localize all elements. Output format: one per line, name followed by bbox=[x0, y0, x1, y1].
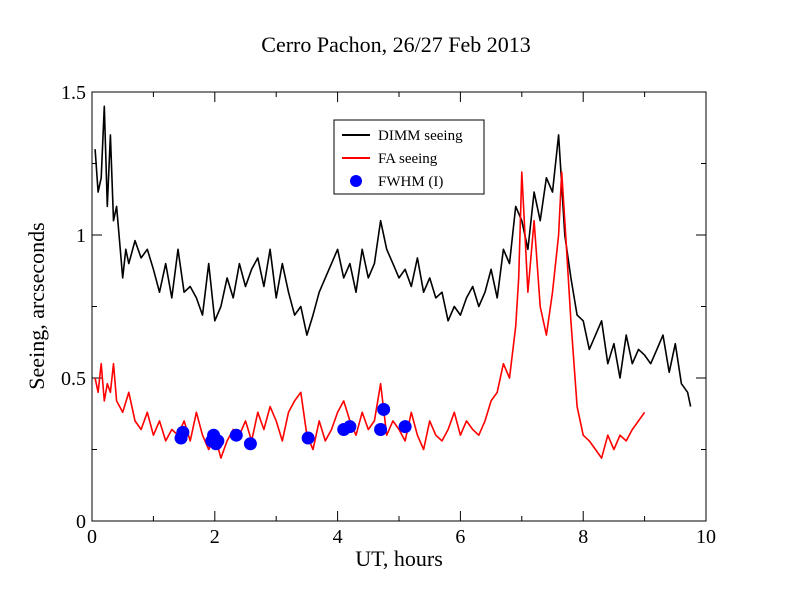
y-tick-label: 0.5 bbox=[61, 368, 86, 390]
data-point-fwhm-i bbox=[205, 434, 219, 448]
x-axis-label: UT, hours bbox=[355, 546, 443, 571]
series-line-fa-seeing bbox=[94, 171, 646, 459]
data-point-fwhm-i bbox=[176, 425, 190, 439]
legend-label-dimm: DIMM seeing bbox=[378, 128, 463, 144]
y-axis-label: Seeing, arcseconds bbox=[24, 222, 49, 389]
x-tick-label: 0 bbox=[87, 526, 97, 548]
data-point-fwhm-i bbox=[343, 420, 357, 434]
data-point-fwhm-i bbox=[398, 420, 412, 434]
y-tick-label: 1 bbox=[76, 225, 86, 247]
legend-swatch-fwhm bbox=[350, 175, 362, 187]
data-point-fwhm-i bbox=[301, 431, 315, 445]
data-point-fwhm-i bbox=[377, 402, 391, 416]
y-tick-label: 0 bbox=[76, 511, 86, 533]
x-tick-label: 4 bbox=[333, 526, 343, 548]
data-point-fwhm-i bbox=[229, 428, 243, 442]
chart-title: Cerro Pachon, 26/27 Feb 2013 bbox=[261, 32, 530, 57]
x-axis: 0 2 4 6 8 10 bbox=[87, 92, 716, 548]
x-tick-label: 2 bbox=[210, 526, 220, 548]
x-tick-label: 10 bbox=[696, 526, 716, 548]
data-point-fwhm-i bbox=[374, 422, 388, 436]
y-tick-label: 1.5 bbox=[61, 82, 86, 104]
x-tick-label: 8 bbox=[578, 526, 588, 548]
legend-label-fwhm: FWHM (I) bbox=[378, 174, 443, 190]
y-axis: 0 0.5 1 1.5 bbox=[61, 82, 706, 533]
series-layer bbox=[94, 105, 692, 459]
legend-label-fa: FA seeing bbox=[378, 151, 438, 167]
x-tick-label: 6 bbox=[455, 526, 465, 548]
series-line-dimm-seeing bbox=[94, 105, 692, 407]
legend: DIMM seeing FA seeing FWHM (I) bbox=[333, 119, 485, 195]
data-point-fwhm-i bbox=[243, 437, 257, 451]
